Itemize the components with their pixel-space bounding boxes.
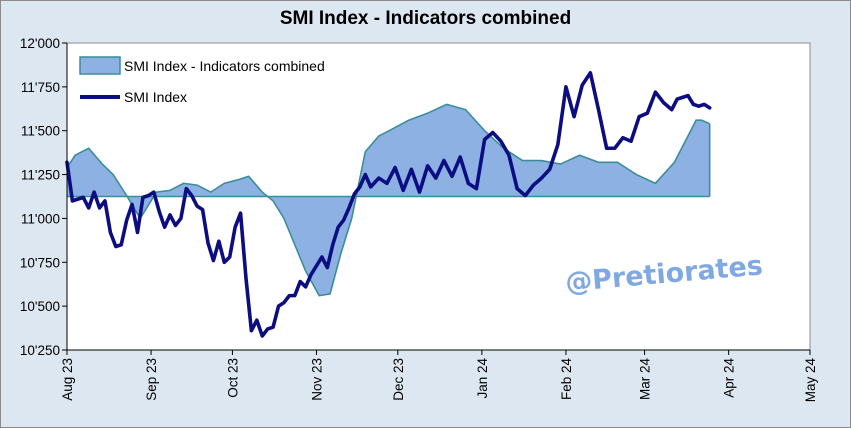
area-series-layer xyxy=(66,103,711,297)
y-axis: 10'250 10'500 10'750 11'000 11'250 11'500 11'7… xyxy=(20,36,68,358)
legend-label-area: SMI Index - Indicators combined xyxy=(124,58,325,74)
legend-swatch-area xyxy=(79,56,121,75)
legend-label-line: SMI Index xyxy=(124,89,187,105)
legend: SMI Index - Indicators combined SMI Index xyxy=(79,56,325,105)
y-tick-label: 11'000 xyxy=(21,211,60,226)
chart-title: SMI Index - Indicators combined xyxy=(279,8,572,29)
line-series-layer xyxy=(65,71,712,338)
x-tick-label: Nov 23 xyxy=(309,358,324,401)
x-tick-label: Dec 23 xyxy=(391,358,406,401)
y-tick-label: 11'500 xyxy=(21,124,60,139)
x-tick-label: Sep 23 xyxy=(144,358,159,401)
x-tick-label: Mar 24 xyxy=(638,358,653,401)
line-series-smi xyxy=(65,71,712,338)
x-tick-label: Oct 23 xyxy=(225,358,240,398)
y-tick-label: 10'500 xyxy=(20,299,60,314)
area-series-outline xyxy=(66,103,710,297)
x-tick-label: Aug 23 xyxy=(60,358,75,401)
x-tick-label: Jan 24 xyxy=(475,358,490,399)
x-tick-label: Feb 24 xyxy=(559,358,574,401)
y-tick-label: 10'250 xyxy=(20,343,60,358)
y-tick-label: 11'250 xyxy=(21,168,60,183)
x-tick-label: May 24 xyxy=(803,358,818,403)
y-tick-label: 10'750 xyxy=(20,255,60,270)
x-axis: Aug 23 Sep 23 Oct 23 Nov 23 Dec 23 Jan 24 Feb … xyxy=(60,349,818,403)
y-tick-label: 11'750 xyxy=(21,80,60,95)
area-series-fill xyxy=(67,104,710,296)
x-tick-label: Apr 24 xyxy=(722,358,737,398)
y-tick-label: 12'000 xyxy=(20,36,60,51)
